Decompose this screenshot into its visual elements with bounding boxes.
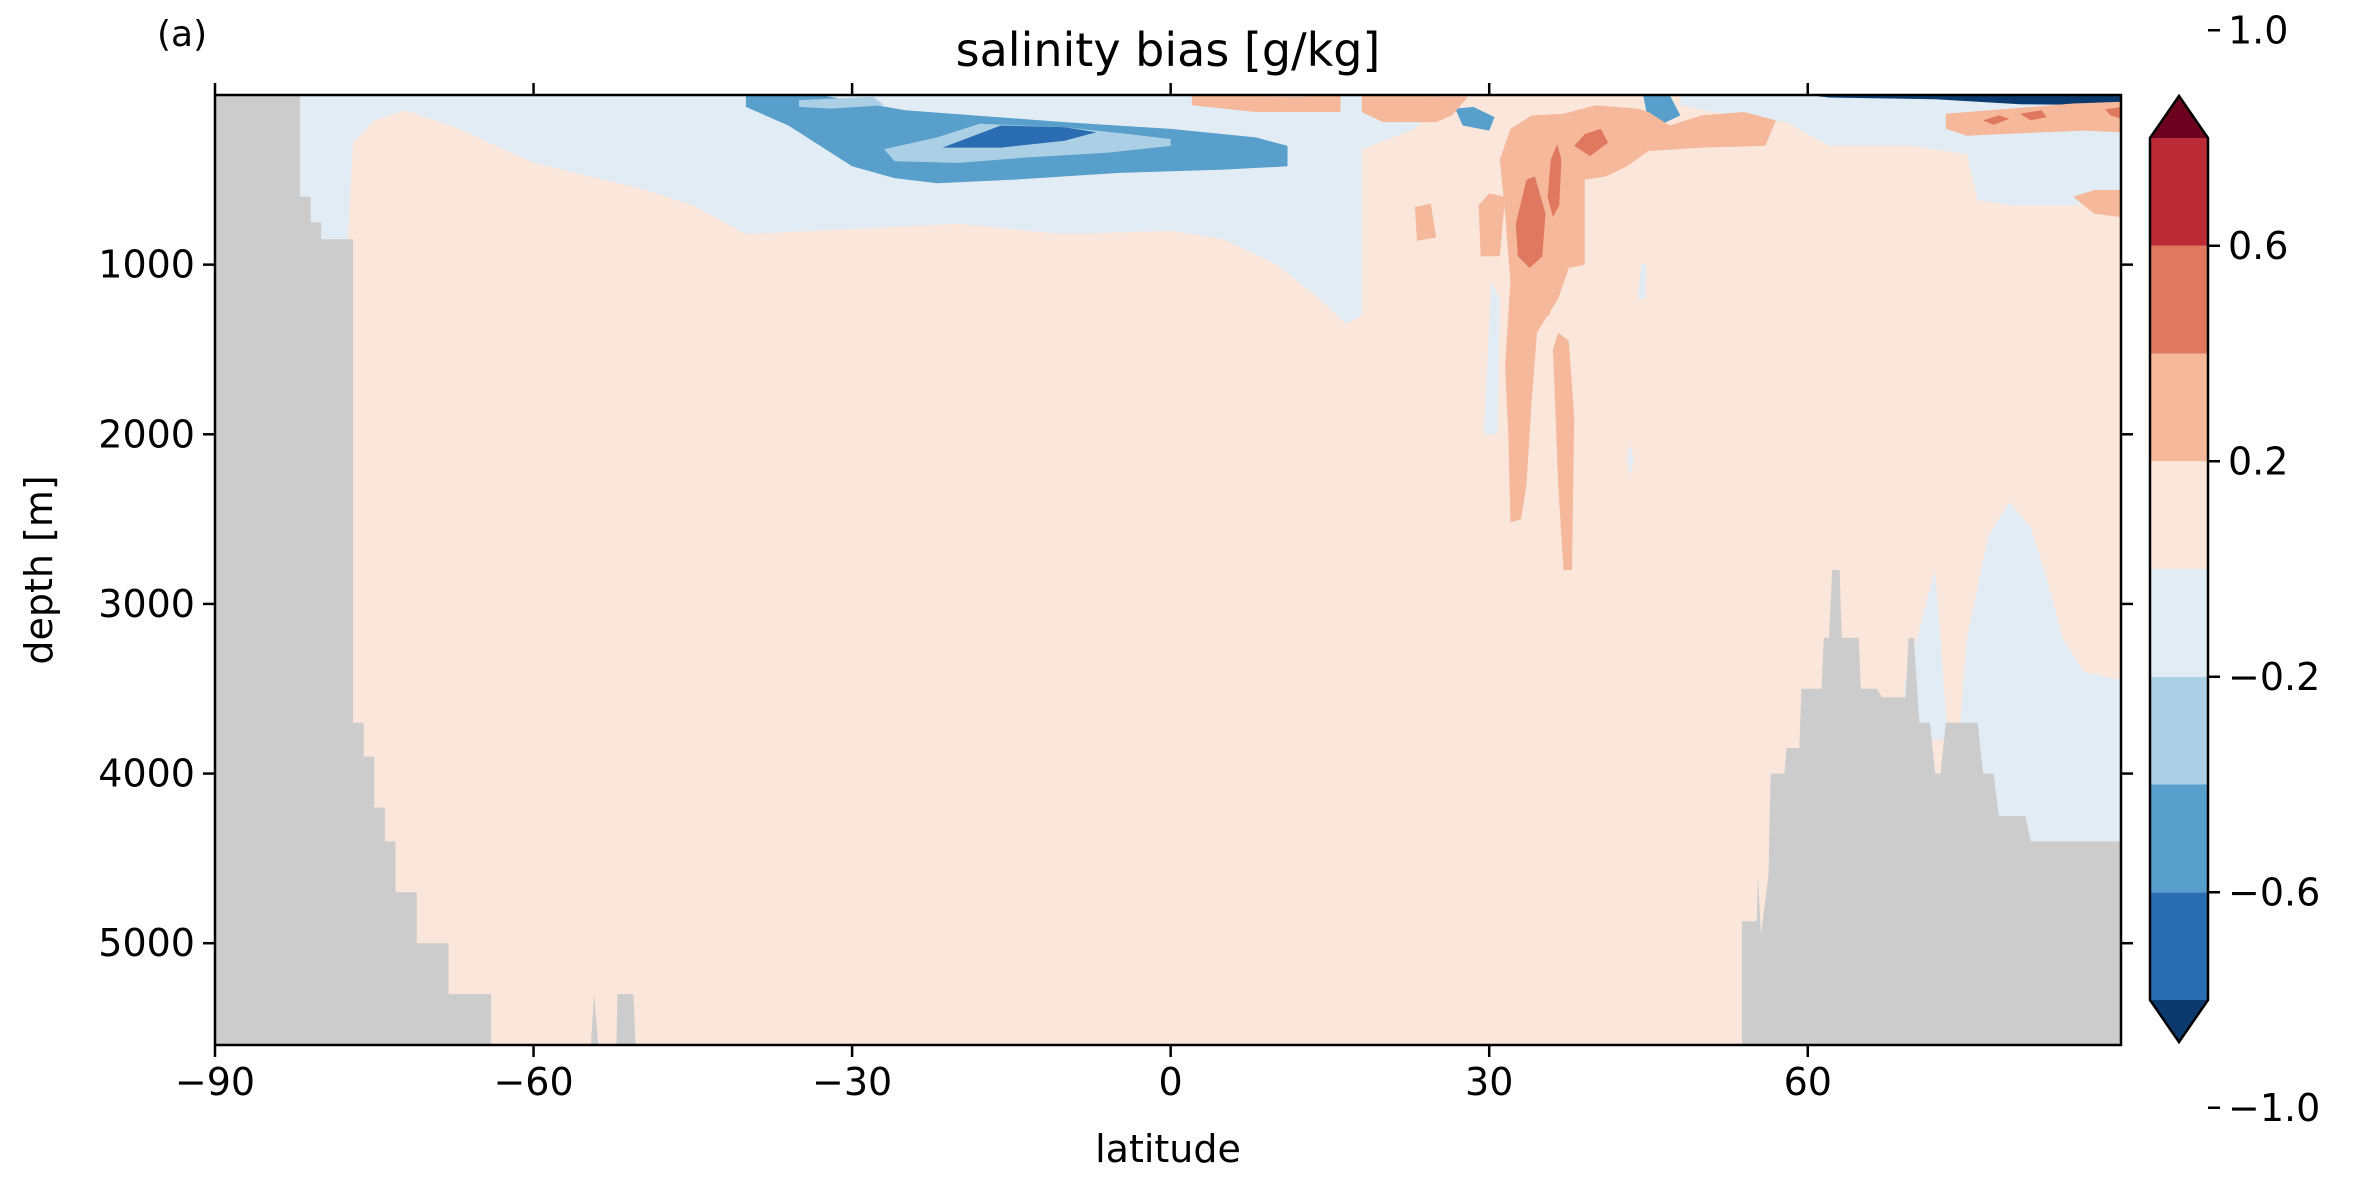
colorbar-band xyxy=(2150,138,2208,246)
bias-region-3 xyxy=(1951,502,2121,842)
land-mask xyxy=(215,95,2121,1045)
y-tick-label: 5000 xyxy=(98,921,195,965)
x-tick-label: 0 xyxy=(1159,1060,1183,1104)
land-seamount-55S xyxy=(590,994,599,1045)
x-tick-label: −90 xyxy=(175,1060,255,1104)
bias-region-29 xyxy=(2105,106,2121,119)
chart-title: salinity bias [g/kg] xyxy=(956,23,1381,77)
colorbar-tick-label: −0.6 xyxy=(2228,870,2320,914)
bias-region-12 xyxy=(799,96,884,109)
bias-region-15 xyxy=(1191,95,1341,112)
y-tick-label: 4000 xyxy=(98,752,195,796)
bias-region-6 xyxy=(1637,264,1647,299)
land-northern-ridge xyxy=(1741,570,2121,1045)
x-axis-label: latitude xyxy=(1095,1127,1241,1171)
bias-region-26 xyxy=(1574,128,1609,157)
colorbar-band xyxy=(2150,569,2208,677)
colorbar-band xyxy=(2150,784,2208,893)
bias-region-16 xyxy=(1361,95,1468,123)
bias-region-14 xyxy=(1807,95,2121,106)
colorbar: 1.0 0.6 0.2 −0.2 −0.6 −1.0 xyxy=(2148,8,2320,1130)
x-tick-label: 30 xyxy=(1465,1060,1513,1104)
colorbar-tick-label: 1.0 xyxy=(2228,8,2288,52)
colorbar-band xyxy=(2150,892,2208,1000)
bias-region-28 xyxy=(2020,110,2047,121)
panel-label: (a) xyxy=(157,14,207,55)
x-axis-ticks: −90 −60 −30 0 30 60 xyxy=(175,83,1832,1104)
bias-region-17 xyxy=(1478,193,1506,257)
land-antarctic-shelf xyxy=(215,95,492,1045)
bias-region-19 xyxy=(1499,105,1776,523)
colorbar-band xyxy=(2150,676,2208,785)
colorbar-tick-label: −0.2 xyxy=(2228,655,2320,699)
colorbar-band xyxy=(2150,461,2208,569)
bias-region-7 xyxy=(1627,442,1634,477)
x-tick-label: −60 xyxy=(493,1060,573,1104)
bias-region-21 xyxy=(1537,281,1551,316)
y-tick-label: 2000 xyxy=(98,412,195,456)
colorbar-outline xyxy=(2148,93,2210,1045)
colorbar-band xyxy=(2150,353,2208,462)
colorbar-tick-label: 0.6 xyxy=(2228,224,2288,268)
x-tick-label: 60 xyxy=(1784,1060,1832,1104)
bias-region-9 xyxy=(1455,106,1495,131)
bias-region-27 xyxy=(1983,115,2010,125)
x-tick-label: −30 xyxy=(812,1060,892,1104)
bias-region-24 xyxy=(1515,176,1546,268)
plot-frame xyxy=(213,93,2123,1047)
colorbar-tick-label: 0.2 xyxy=(2228,439,2288,483)
y-axis-label: depth [m] xyxy=(17,475,61,664)
bias-region-25 xyxy=(1547,144,1562,218)
bias-contours xyxy=(299,95,2121,842)
bias-region-13 xyxy=(942,125,1097,148)
y-axis-ticks: 1000 2000 3000 4000 5000 xyxy=(98,243,2133,965)
plot-area xyxy=(215,95,2121,1045)
y-tick-label: 1000 xyxy=(98,243,195,287)
colorbar-tick-label: −1.0 xyxy=(2228,1086,2320,1130)
colorbar-extend-max xyxy=(2150,96,2208,138)
y-tick-label: 3000 xyxy=(98,582,195,626)
colorbar-band xyxy=(2150,245,2208,354)
colorbar-extend-min xyxy=(2150,1000,2208,1042)
bias-region-23 xyxy=(2073,190,2121,218)
bias-region-5 xyxy=(1483,281,1500,435)
land-seamount-51S xyxy=(616,994,636,1045)
bias-region-18 xyxy=(1414,203,1437,241)
bias-region-20 xyxy=(1552,332,1575,570)
